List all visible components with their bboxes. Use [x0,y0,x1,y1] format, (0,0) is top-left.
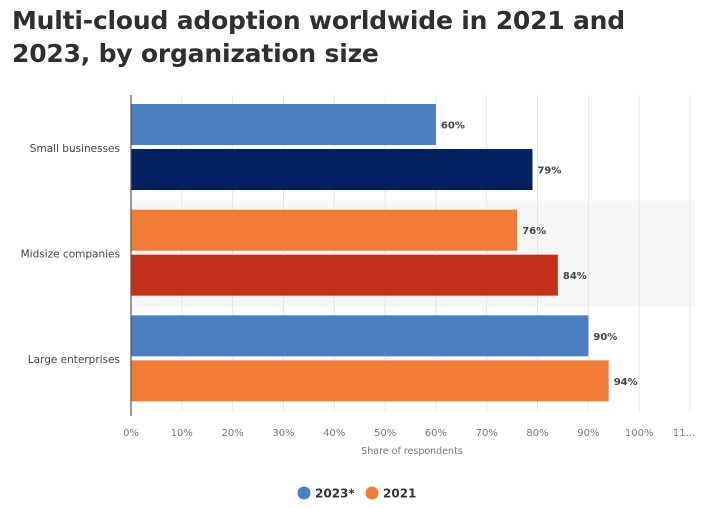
x-tick-label: 30% [272,428,294,439]
x-tick-label: 11... [673,428,695,439]
legend-label: 2023* [315,487,355,501]
legend-marker [365,486,379,500]
data-label: 76% [522,226,546,237]
x-tick-label: 100% [625,428,654,439]
bar [131,149,533,190]
x-tick-label: 70% [476,428,498,439]
data-label: 79% [537,166,561,177]
category-label: Small businesses [30,143,120,155]
category-label: Large enterprises [28,354,120,366]
category-label: Midsize companies [21,249,120,261]
x-tick-label: 0% [123,428,139,439]
x-tick-label: 10% [171,428,193,439]
x-tick-label: 20% [222,428,244,439]
bar [131,104,436,145]
x-tick-label: 40% [323,428,345,439]
data-label: 60% [441,121,465,132]
x-tick-label: 80% [526,428,548,439]
legend-marker [297,486,311,500]
data-label: 94% [614,377,638,388]
x-tick-label: 90% [577,428,599,439]
x-axis-title: Share of respondents [361,446,463,457]
x-tick-label: 50% [374,428,396,439]
data-label: 90% [593,332,617,343]
bar [131,315,589,357]
bar [131,254,558,296]
bar [131,209,518,251]
x-tick-label: 60% [425,428,447,439]
chart-title: Multi-cloud adoption worldwide in 2021 a… [12,6,625,68]
bar [131,360,609,402]
legend-label: 2021 [383,487,416,501]
data-label: 84% [563,271,587,282]
